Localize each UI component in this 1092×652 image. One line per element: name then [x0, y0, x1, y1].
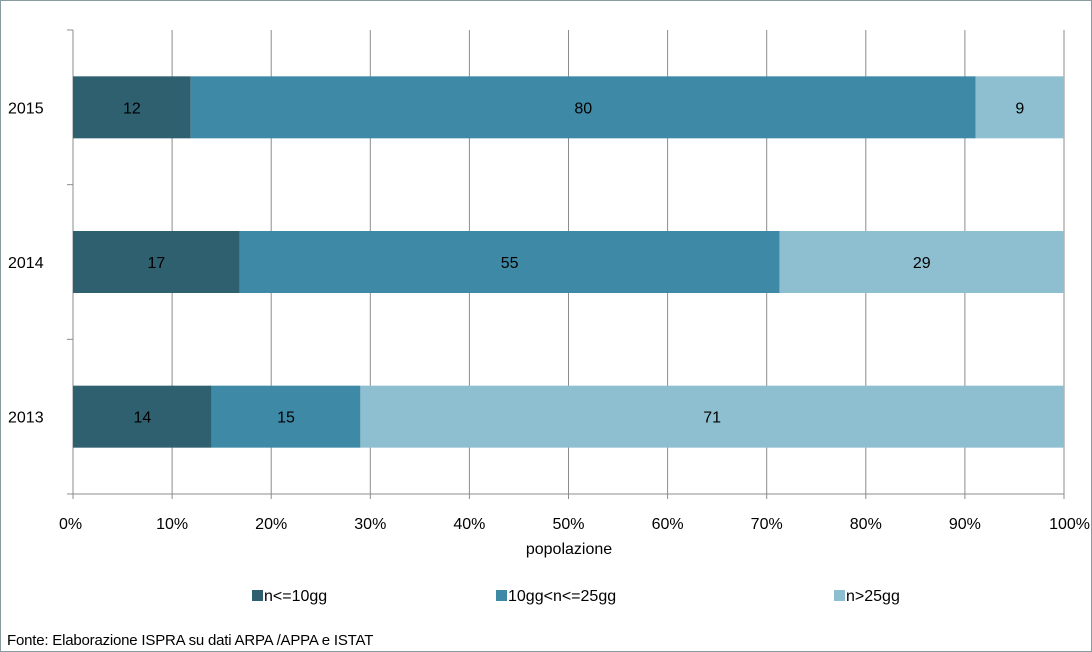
legend-swatch	[496, 590, 507, 601]
y-tick-label: 2013	[8, 410, 44, 427]
x-tick-label: 30%	[354, 516, 386, 533]
data-label: 15	[277, 410, 295, 427]
x-tick-label: 100%	[1049, 516, 1090, 533]
x-tick-label: 50%	[552, 516, 584, 533]
x-tick-labels: 0% 10% 20% 30% 40% 50% 60% 70% 80% 90% 100%	[59, 516, 1090, 533]
x-tick-label: 0%	[59, 516, 82, 533]
legend-swatch	[834, 590, 845, 601]
data-label: 80	[574, 100, 592, 117]
legend-label: n<=10gg	[264, 588, 327, 605]
legend-swatch	[252, 590, 263, 601]
x-tick-label: 90%	[949, 516, 981, 533]
x-axis-label: popolazione	[526, 541, 612, 558]
x-tick-label: 40%	[453, 516, 485, 533]
bar-segment	[975, 76, 1064, 139]
bar-segment	[779, 231, 1064, 293]
bar-segment	[73, 76, 191, 139]
bar-segment	[360, 385, 1064, 448]
y-tick-label: 2015	[8, 100, 44, 117]
bar-segment	[190, 76, 976, 139]
source-note: Fonte: Elaborazione ISPRA su dati ARPA /…	[7, 632, 374, 649]
bar-segment	[73, 385, 212, 448]
bar-segment	[73, 231, 240, 293]
y-tick-label: 2014	[8, 255, 44, 272]
data-label: 9	[1015, 100, 1024, 117]
x-tick-label: 80%	[850, 516, 882, 533]
data-label: 12	[123, 100, 141, 117]
bars: 12 80 9 17 55 29 14 15 71	[73, 76, 1064, 448]
bar-segment	[211, 385, 361, 448]
data-label: 14	[133, 410, 151, 427]
data-label: 17	[148, 255, 166, 272]
data-label: 29	[913, 255, 931, 272]
legend-label: 10gg<n<=25gg	[508, 588, 616, 605]
x-tick-label: 20%	[255, 516, 287, 533]
data-label: 55	[501, 255, 519, 272]
x-tick-label: 70%	[751, 516, 783, 533]
bar-segment	[239, 231, 780, 293]
x-tick-label: 10%	[156, 516, 188, 533]
x-tick-label: 60%	[652, 516, 684, 533]
y-tick-labels: 2015 2014 2013	[8, 100, 44, 426]
data-label: 71	[703, 410, 721, 427]
legend-label: n>25gg	[846, 588, 900, 605]
legend: n<=10gg 10gg<n<=25gg n>25gg	[252, 588, 900, 605]
